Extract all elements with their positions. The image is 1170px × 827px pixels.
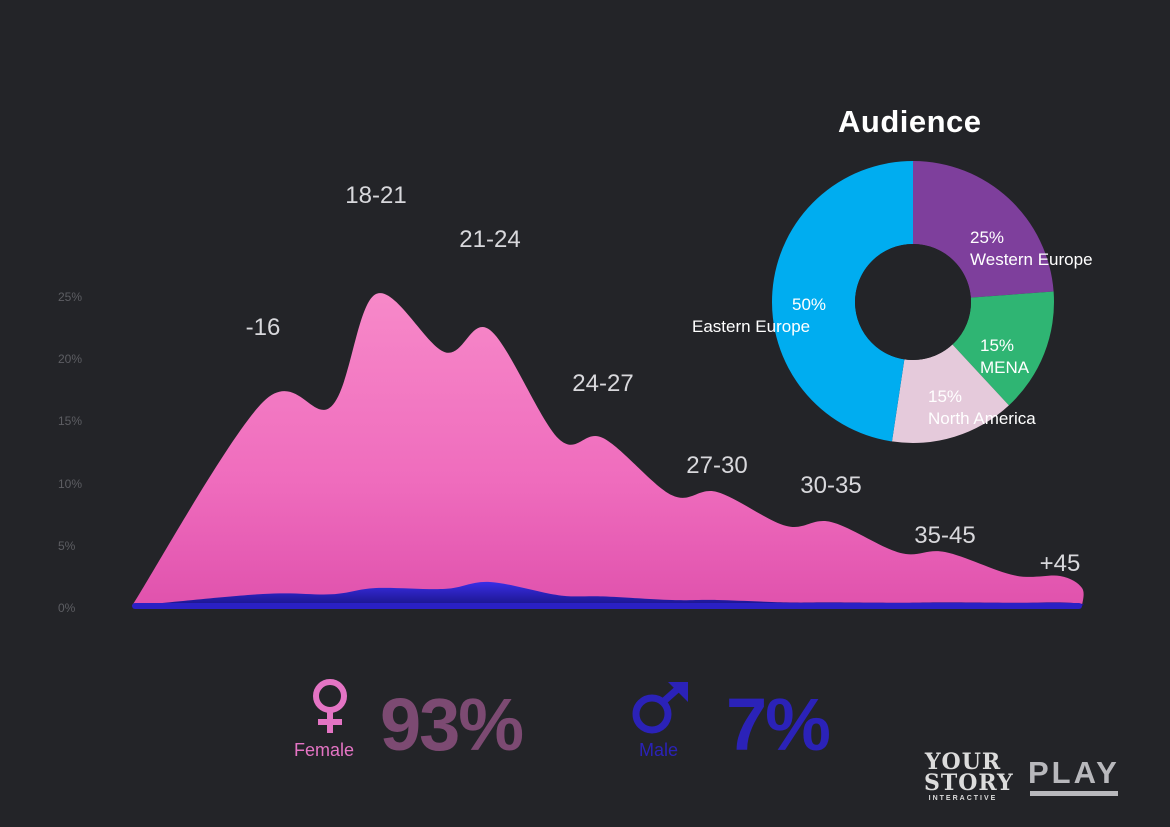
donut-slice [952, 291, 1054, 406]
y-tick-label: 10% [58, 476, 83, 491]
baseline-band [132, 603, 1082, 609]
y-tick-label: 15% [58, 414, 83, 429]
y-tick-label: 0% [58, 601, 76, 615]
slice-name: MENA [980, 358, 1030, 377]
logo-subtitle: INTERACTIVE [928, 795, 998, 802]
age-label: 30-35 [800, 472, 862, 499]
female-label: Female [294, 740, 355, 760]
y-tick-label: 25% [58, 290, 83, 304]
play-logo: PLAY [1028, 755, 1120, 790]
male-icon [632, 682, 688, 734]
age-label: -16 [245, 314, 281, 341]
age-label: 27-30 [686, 452, 748, 479]
male-percent: 7% [726, 683, 831, 766]
slice-percent: 50% [792, 295, 827, 314]
donut-slice-label: 15% MENA [980, 335, 1029, 379]
y-tick-label: 20% [58, 352, 83, 367]
slice-name: Western Europe [970, 250, 1093, 269]
logo-line-your: YOUR [924, 749, 1002, 775]
slice-percent: 15% [980, 336, 1015, 355]
yourstory-logo: YOUR STORY [924, 749, 1014, 796]
female-percent: 93% [380, 683, 524, 766]
donut-slice [891, 344, 1009, 443]
age-label: +45 [1039, 550, 1081, 577]
slice-name: North America [928, 409, 1036, 428]
donut-slice [772, 161, 913, 442]
slice-name: Eastern Europe [692, 317, 811, 336]
y-tick-label: 5% [58, 538, 76, 553]
slice-percent: 15% [928, 387, 963, 406]
female-area [132, 293, 1084, 606]
age-label: 24-27 [572, 370, 634, 397]
guide-lines [261, 222, 1062, 606]
male-label: Male [639, 740, 679, 760]
slice-percent: 25% [970, 228, 1005, 247]
area-layer [132, 293, 1084, 609]
male-area [132, 581, 1084, 606]
logo-line-story: STORY [924, 770, 1014, 796]
donut-hole [855, 244, 971, 360]
age-label: 18-21 [345, 182, 407, 209]
audience-donut [772, 161, 1054, 443]
donut-slice-label: 25% Western Europe [970, 227, 1093, 271]
donut-slice-label: 15% North America [928, 386, 1036, 430]
age-label: 35-45 [914, 522, 976, 549]
donut-slice [913, 161, 1054, 298]
play-logo-underline [1030, 791, 1118, 796]
audience-title: Audience [838, 104, 982, 139]
age-label: 21-24 [459, 226, 521, 253]
donut-slice-label: 50% Eastern Europe [692, 294, 826, 338]
female-icon [313, 679, 347, 733]
